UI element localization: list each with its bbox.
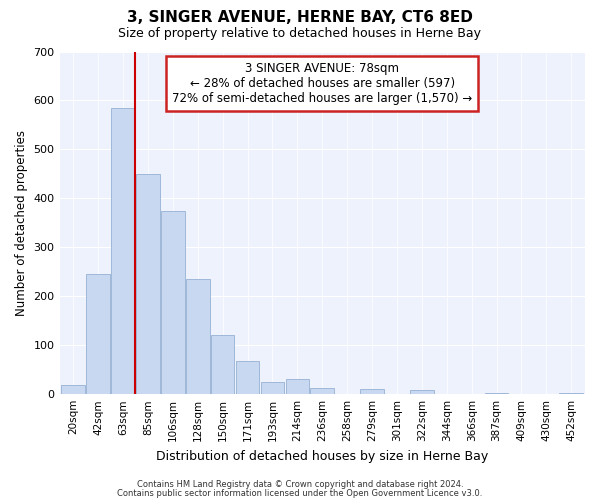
Bar: [410, 390, 434, 394]
Bar: [286, 380, 309, 394]
X-axis label: Distribution of detached houses by size in Herne Bay: Distribution of detached houses by size …: [156, 450, 488, 462]
Bar: [161, 210, 185, 394]
Bar: [186, 279, 209, 394]
Bar: [310, 388, 334, 394]
Bar: [360, 390, 384, 394]
Bar: [485, 392, 508, 394]
Bar: [86, 274, 110, 394]
Bar: [61, 386, 85, 394]
Bar: [260, 382, 284, 394]
Bar: [111, 108, 135, 394]
Text: 3 SINGER AVENUE: 78sqm
← 28% of detached houses are smaller (597)
72% of semi-de: 3 SINGER AVENUE: 78sqm ← 28% of detached…: [172, 62, 472, 105]
Text: Contains public sector information licensed under the Open Government Licence v3: Contains public sector information licen…: [118, 488, 482, 498]
Text: Size of property relative to detached houses in Herne Bay: Size of property relative to detached ho…: [119, 28, 482, 40]
Bar: [136, 174, 160, 394]
Bar: [236, 361, 259, 394]
Text: 3, SINGER AVENUE, HERNE BAY, CT6 8ED: 3, SINGER AVENUE, HERNE BAY, CT6 8ED: [127, 10, 473, 25]
Y-axis label: Number of detached properties: Number of detached properties: [15, 130, 28, 316]
Bar: [211, 336, 235, 394]
Bar: [559, 393, 583, 394]
Text: Contains HM Land Registry data © Crown copyright and database right 2024.: Contains HM Land Registry data © Crown c…: [137, 480, 463, 489]
